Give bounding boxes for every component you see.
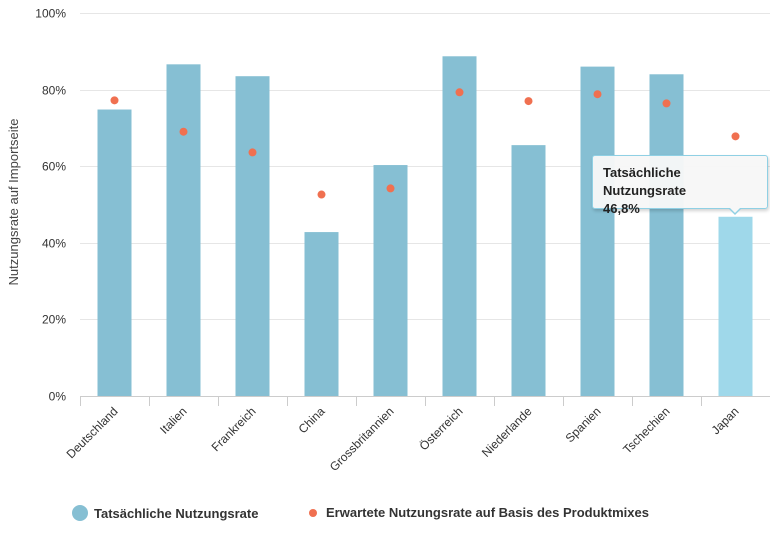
tooltip-title: Tatsächliche Nutzungsrate: [603, 165, 687, 198]
y-tick-label: 60%: [42, 160, 66, 174]
legend-swatch-dot: [309, 508, 317, 517]
x-axis-labels: Deutschland Italien Frankreich China Grossbr…: [64, 404, 742, 474]
tooltip-value: 46,8%: [603, 201, 640, 216]
x-tick-label: Deutschland: [64, 404, 121, 461]
x-tick-label: Japan: [709, 404, 742, 437]
x-tick-label: China: [296, 404, 328, 436]
bar: [373, 165, 408, 396]
legend-swatch-bar: [72, 505, 88, 521]
bar: [649, 74, 684, 396]
legend-item-actual[interactable]: Tatsächliche Nutzungsrate: [72, 505, 258, 521]
x-tick-label: Spanien: [563, 404, 604, 445]
chart-svg: 0% 20% 40% 60% 80% 100% Deutschland Italien Fra…: [6, 7, 770, 474]
x-tick-label: Grossbritannien: [327, 404, 397, 474]
tooltip-arrow-inner: [729, 207, 741, 213]
dot: [662, 99, 671, 108]
legend-label-actual: Tatsächliche Nutzungsrate: [94, 505, 259, 521]
dot: [386, 184, 395, 193]
dot: [317, 190, 326, 199]
y-axis-title: Nutzungsrate auf Importseite: [6, 119, 21, 286]
bar: [718, 216, 753, 396]
dot: [248, 148, 257, 157]
bar: [580, 66, 615, 397]
x-tick-label: Tschechien: [620, 404, 672, 456]
bar: [235, 76, 270, 396]
bar: [97, 109, 132, 397]
tooltip: Tatsächliche Nutzungsrate 46,8%: [592, 155, 768, 216]
bar: [166, 64, 201, 397]
dot: [524, 97, 533, 106]
bar: [511, 145, 546, 396]
y-tick-label: 80%: [42, 84, 66, 98]
legend-label-expected: Erwartete Nutzungsrate auf Basis des Pro…: [326, 505, 649, 520]
dot: [593, 90, 602, 99]
y-axis-ticks: 0% 20% 40% 60% 80% 100%: [35, 7, 66, 404]
x-tick-label: Niederlande: [479, 404, 535, 460]
y-tick-label: 100%: [35, 7, 66, 21]
bar: [442, 56, 477, 397]
y-tick-label: 20%: [42, 313, 66, 327]
dot: [179, 127, 188, 136]
y-tick-label: 0%: [49, 390, 67, 404]
x-tick-label: Italien: [157, 404, 190, 437]
bar: [304, 232, 339, 396]
y-tick-label: 40%: [42, 237, 66, 251]
bar-series: [97, 56, 753, 397]
legend-item-expected[interactable]: Erwartete Nutzungsrate auf Basis des Pro…: [309, 505, 649, 520]
x-tick-label: Frankreich: [209, 404, 259, 454]
x-tick-label: Österreich: [417, 404, 466, 453]
dot: [110, 96, 119, 105]
dot-series: [110, 88, 740, 199]
dot: [731, 132, 740, 141]
dot: [455, 88, 464, 97]
